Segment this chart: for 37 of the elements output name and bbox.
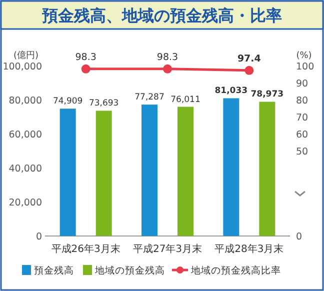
y2-tick-label: 60 — [296, 130, 308, 140]
data-label: 76,011 — [170, 94, 200, 105]
legend-label: 地域の預金残高比率 — [190, 264, 281, 276]
x-tick-label: 平成28年3月末 — [214, 243, 284, 255]
data-label: 73,693 — [88, 98, 119, 109]
bar — [60, 108, 76, 236]
y-axis-title: (億円) — [13, 50, 39, 61]
y-tick-label: 40,000 — [8, 164, 42, 174]
data-label: 74,909 — [52, 96, 83, 107]
bar — [96, 110, 112, 236]
bar — [142, 104, 158, 236]
data-label: 98.3 — [156, 52, 178, 63]
y-tick-label: 20,000 — [8, 198, 42, 208]
bar — [178, 106, 194, 236]
y-tick-label: 80,000 — [8, 96, 42, 106]
y2-axis-title: (%) — [296, 51, 312, 61]
chart-title: 預金残高、地域の預金残高・比率 — [41, 6, 282, 25]
data-label: 97.4 — [237, 53, 262, 64]
y2-tick-label: 0 — [296, 232, 302, 242]
legend-label: 預金残高 — [34, 264, 74, 276]
bar — [259, 102, 276, 236]
y2-tick-label: 100 — [296, 62, 314, 72]
y-tick-label: 0 — [36, 232, 42, 242]
y-tick-label: 100,000 — [2, 62, 42, 72]
bar — [223, 98, 240, 236]
x-tick-label: 平成26年3月末 — [51, 243, 120, 255]
data-label: 98.3 — [75, 52, 96, 63]
y2-tick-label: 90 — [296, 78, 308, 90]
y2-tick-label: 80 — [296, 96, 308, 106]
data-label: 81,033 — [214, 86, 248, 96]
y2-tick-label: 50 — [296, 146, 308, 158]
data-label: 78,973 — [250, 90, 284, 100]
y2-tick-label: 70 — [296, 112, 308, 124]
data-label: 77,287 — [134, 92, 164, 103]
x-tick-label: 平成27年3月末 — [132, 243, 202, 255]
legend-label: 地域の預金残高 — [94, 264, 165, 276]
y-tick-label: 60,000 — [8, 130, 42, 140]
